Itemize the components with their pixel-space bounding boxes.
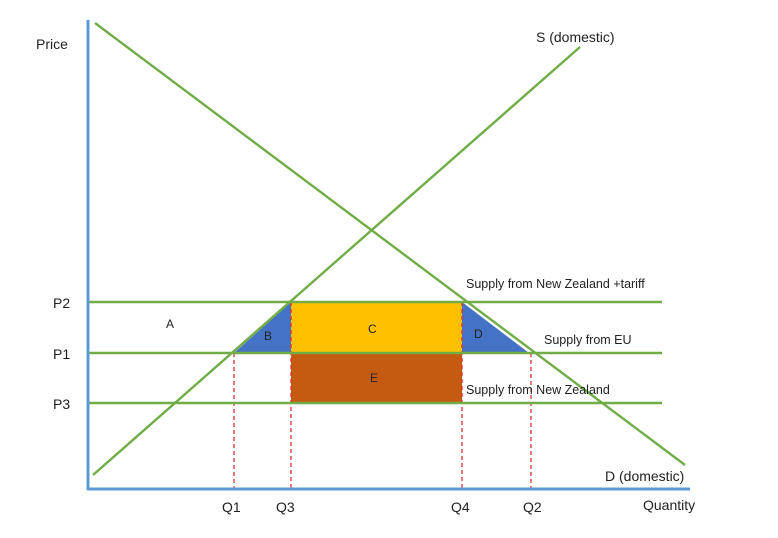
y-axis-label: Price — [36, 36, 68, 52]
area-e-label: E — [370, 371, 378, 385]
area-d-triangle — [462, 302, 529, 353]
price-tick-p3: P3 — [53, 396, 70, 412]
supply-domestic-label: S (domestic) — [536, 29, 615, 45]
demand-domestic-line — [94, 22, 686, 466]
demand-domestic-label: D (domestic) — [605, 468, 684, 484]
supply-eu-label: Supply from EU — [544, 333, 632, 347]
area-b-label: B — [264, 329, 272, 343]
quantity-tick-q3: Q3 — [276, 499, 295, 515]
quantity-tick-q1: Q1 — [222, 499, 241, 515]
quantity-guides — [233, 302, 532, 488]
supply-nz-label: Supply from New Zealand — [466, 383, 610, 397]
area-c-label: C — [368, 322, 377, 336]
area-e-rect — [291, 353, 462, 403]
area-c-rect — [291, 302, 462, 353]
price-tick-p1: P1 — [53, 346, 70, 362]
x-axis-label: Quantity — [643, 497, 695, 513]
quantity-tick-q4: Q4 — [451, 499, 470, 515]
supply-nz-tariff-label: Supply from New Zealand +tariff — [466, 277, 645, 291]
quantity-tick-q2: Q2 — [523, 499, 542, 515]
supply-domestic-line — [92, 46, 581, 476]
area-a-label: A — [166, 317, 174, 331]
price-tick-p2: P2 — [53, 295, 70, 311]
area-d-label: D — [474, 327, 483, 341]
